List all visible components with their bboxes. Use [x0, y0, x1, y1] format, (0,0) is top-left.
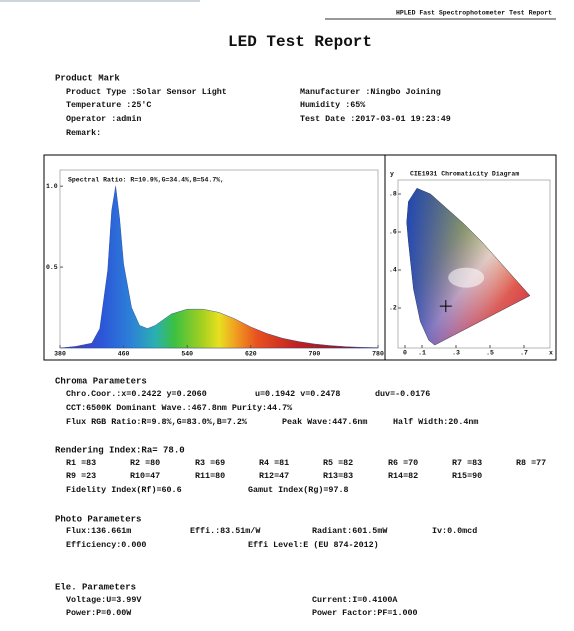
field: Product Type :Solar Sensor Light — [66, 87, 227, 97]
section-heading: Photo Parameters — [55, 514, 141, 524]
x-tick-label: .1 — [418, 350, 426, 357]
section-heading: Chroma Parameters — [55, 376, 147, 386]
field: R11=80 — [195, 471, 225, 481]
field: Flux RGB Ratio:R=9.8%,G=83.0%,B=7.2% — [66, 417, 248, 427]
cie-marker — [439, 300, 452, 313]
x-tick-label: 540 — [181, 351, 193, 358]
field: duv=-0.0176 — [375, 389, 430, 399]
field: R10=47 — [130, 471, 160, 481]
field: Effi Level:E (EU 874-2012) — [248, 540, 379, 550]
field: R8 =77 — [516, 458, 546, 468]
cie-xlabel: x — [549, 350, 553, 357]
chart-frame — [43, 154, 557, 361]
field: R2 =80 — [130, 458, 160, 468]
field: Test Date :2017-03-01 19:23:49 — [300, 114, 451, 124]
x-tick-label: 380 — [54, 351, 66, 358]
section-heading: Product Mark — [55, 73, 120, 83]
title: LED Test Report — [228, 33, 372, 51]
y-tick-label: .6 — [389, 229, 397, 236]
spectrum-area — [59, 186, 379, 349]
cie-ylabel: y — [390, 171, 394, 178]
y-tick-label: 1.0 — [46, 183, 58, 190]
field: R6 =70 — [388, 458, 418, 468]
x-tick-label: .7 — [520, 350, 528, 357]
field: Manufacturer :Ningbo Joining — [300, 87, 441, 97]
field: Gamut Index(Rg)=97.8 — [248, 485, 349, 495]
field: Flux:136.661m — [66, 526, 131, 536]
x-tick-label: .5 — [486, 350, 494, 357]
x-tick-label: .3 — [452, 350, 460, 357]
field: Iv:0.0mcd — [432, 526, 477, 536]
field: Power:P=0.00W — [66, 608, 132, 618]
field: u=0.1942 v=0.2478 — [255, 389, 340, 399]
cie-blue — [406, 188, 530, 346]
field: R3 =69 — [195, 458, 225, 468]
x-tick-label: 460 — [118, 351, 130, 358]
field: R13=83 — [323, 471, 353, 481]
cie-white — [448, 267, 485, 288]
cie-title: CIE1931 Chromaticity Diagram — [410, 171, 519, 178]
field: Radiant:601.5mW — [312, 526, 388, 536]
y-tick-label: .8 — [389, 191, 397, 198]
field: Effi.:83.51m/W — [190, 526, 261, 536]
field: R5 =82 — [323, 458, 353, 468]
section-heading: Ele. Parameters — [55, 582, 136, 592]
field: Efficiency:0.000 — [66, 540, 146, 550]
spectrum-annotation: Spectral Ratio: R=10.9%,G=34.4%,B=54.7%, — [68, 177, 224, 184]
field: Voltage:U=3.99V — [66, 595, 142, 605]
y-tick-label: .2 — [389, 305, 397, 312]
field: R1 =83 — [66, 458, 96, 468]
field: Fidelity Index(Rf)=60.6 — [66, 485, 182, 495]
y-tick-label: 0.5 — [46, 264, 58, 271]
field: R4 =81 — [259, 458, 289, 468]
x-tick-label: 620 — [245, 351, 257, 358]
field: Operator :admin — [66, 114, 141, 124]
field: Half Width:20.4nm — [393, 417, 478, 427]
field: R14=82 — [388, 471, 418, 481]
field: R7 =83 — [452, 458, 482, 468]
field: Remark: — [66, 128, 101, 138]
field: Temperature :25'C — [66, 100, 151, 110]
field: Humidity :65% — [300, 100, 366, 110]
x-tick-label: 700 — [309, 351, 321, 358]
field: Power Factor:PF=1.000 — [312, 608, 418, 618]
header: HPLED Fast Spectrophotometer Test Report — [396, 10, 552, 17]
y-tick-label: .4 — [389, 267, 397, 274]
field: Peak Wave:447.6nm — [282, 417, 367, 427]
field: R12=47 — [259, 471, 289, 481]
x-tick-label: 0 — [403, 350, 407, 357]
field: R9 =23 — [66, 471, 96, 481]
field: CCT:6500K Dominant Wave.:467.8nm Purity:… — [66, 403, 293, 413]
field: Current:I=0.4100A — [312, 595, 398, 605]
section-heading: Rendering Index:Ra= 78.0 — [55, 445, 185, 455]
field: R15=90 — [452, 471, 482, 481]
x-tick-label: 780 — [372, 351, 384, 358]
cie-plot — [397, 179, 551, 349]
field: Chro.Coor.:x=0.2422 y=0.2060 — [66, 389, 207, 399]
